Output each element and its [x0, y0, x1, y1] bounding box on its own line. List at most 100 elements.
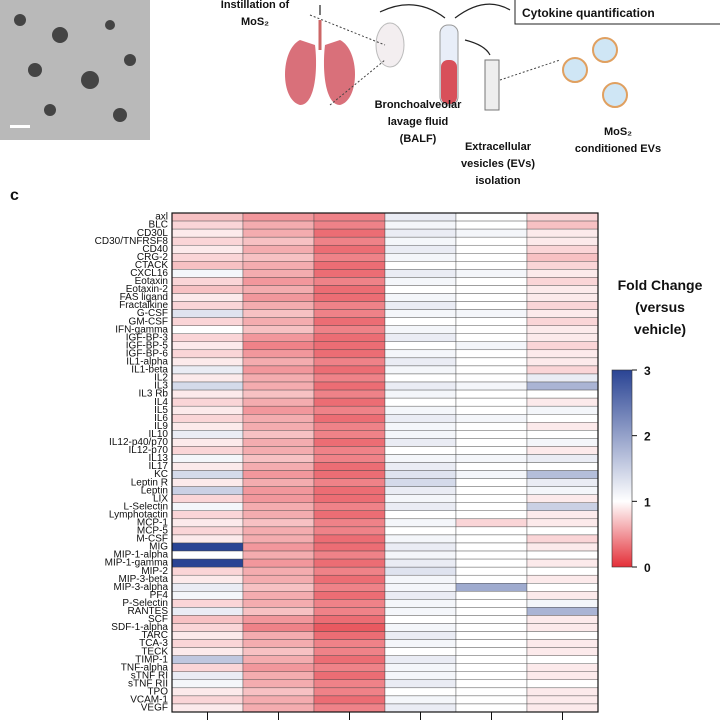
heat-cell: [384, 253, 457, 262]
heat-cell: [242, 671, 315, 681]
heat-cell: [171, 212, 244, 222]
heat-cell: [242, 317, 315, 326]
heat-cell: [171, 309, 244, 318]
heat-cell: [384, 422, 457, 431]
row-label: BLC: [149, 220, 168, 231]
heat-cell: [242, 405, 315, 415]
colorbar-tick-label: 0: [644, 561, 651, 575]
heat-cell: [313, 389, 386, 399]
heat-cell: [171, 647, 244, 656]
heat-cell: [313, 261, 386, 270]
step-text: Cytokine quantification: [522, 6, 655, 20]
heat-cell: [455, 639, 528, 648]
heat-cell: [384, 663, 457, 672]
heat-cell: [384, 615, 457, 624]
row-label: IL5: [154, 405, 168, 416]
heatmap-border: [171, 212, 599, 713]
heat-cell: [455, 679, 528, 689]
heat-cell: [313, 341, 386, 351]
heat-cell: [242, 526, 315, 536]
row-label: Eotaxin-2: [126, 284, 169, 295]
heat-cell: [242, 285, 315, 294]
heat-cell: [384, 470, 457, 479]
step-text: MoS₂: [604, 126, 632, 138]
step-text: lavage fluid: [388, 116, 449, 128]
heat-cell: [171, 542, 244, 552]
heat-cell: [171, 261, 244, 270]
heat-cell: [313, 454, 386, 463]
row-label: TPO: [147, 687, 168, 698]
heat-cell: [313, 510, 386, 520]
heat-cell: [455, 574, 528, 584]
heat-cell: [171, 285, 244, 294]
heat-cell: [455, 261, 528, 270]
heat-cell: [526, 639, 599, 648]
tube-fluid: [441, 60, 457, 104]
heat-cell: [242, 655, 315, 664]
heat-cell: [526, 405, 599, 415]
row-label: IGF-BP-6: [126, 348, 169, 359]
heat-cell: [526, 261, 599, 270]
heat-cell: [384, 550, 457, 560]
row-label: SCF: [148, 614, 168, 625]
row-label: IL1-beta: [131, 365, 168, 376]
heat-cell: [242, 430, 315, 439]
heat-cell: [242, 687, 315, 697]
heat-cell: [384, 607, 457, 616]
heat-cell: [242, 253, 315, 262]
heat-cell: [171, 615, 244, 624]
heat-cell: [171, 526, 244, 536]
row-label: Lymphotactin: [109, 509, 168, 520]
heat-cell: [313, 309, 386, 318]
heat-cell: [242, 422, 315, 431]
heat-cell: [242, 639, 315, 648]
heat-cell: [455, 703, 528, 713]
step-text: Instillation of: [221, 0, 290, 11]
row-label: Leptin R: [131, 477, 168, 488]
heat-cell: [455, 373, 528, 383]
heat-cell: [526, 244, 599, 254]
row-label: MIP-3-alpha: [114, 582, 169, 593]
heat-cell: [384, 381, 457, 391]
heat-cell: [242, 236, 315, 246]
row-label: TNF-alpha: [121, 662, 169, 673]
heat-cell: [526, 446, 599, 455]
heat-cell: [171, 381, 244, 391]
heat-cell: [455, 212, 528, 222]
row-label: CD40: [142, 244, 168, 255]
heat-cell: [313, 373, 386, 383]
heat-cell: [526, 438, 599, 447]
heat-cell: [313, 526, 386, 536]
heat-cell: [455, 389, 528, 399]
heat-cell: [313, 446, 386, 455]
heat-cell: [242, 494, 315, 503]
heat-cell: [171, 253, 244, 262]
heat-cell: [384, 244, 457, 254]
heat-cell: [242, 470, 315, 479]
heat-cell: [526, 422, 599, 431]
step-text: (BALF): [400, 133, 437, 145]
box: [514, 0, 720, 25]
row-label: RANTES: [127, 606, 168, 617]
heat-cell: [242, 478, 315, 487]
heat-cell: [313, 542, 386, 552]
colorbar-title: vehicle): [634, 321, 686, 337]
heat-cell: [455, 470, 528, 479]
heat-cell: [526, 655, 599, 664]
heat-cell: [526, 574, 599, 584]
heat-cell: [455, 454, 528, 463]
row-label: MIP-1-gamma: [105, 558, 169, 569]
row-label: MIP-2: [141, 566, 168, 577]
heat-cell: [242, 277, 315, 286]
heat-cell: [526, 285, 599, 294]
heat-cell: [455, 647, 528, 656]
heat-cell: [384, 373, 457, 383]
row-label: IL2: [154, 373, 168, 384]
heat-cell: [455, 333, 528, 342]
row-label: PF4: [150, 590, 169, 601]
heat-cell: [242, 599, 315, 608]
heat-cell: [242, 647, 315, 656]
heat-cell: [526, 220, 599, 230]
heat-cell: [171, 405, 244, 415]
heat-cell: [455, 325, 528, 334]
